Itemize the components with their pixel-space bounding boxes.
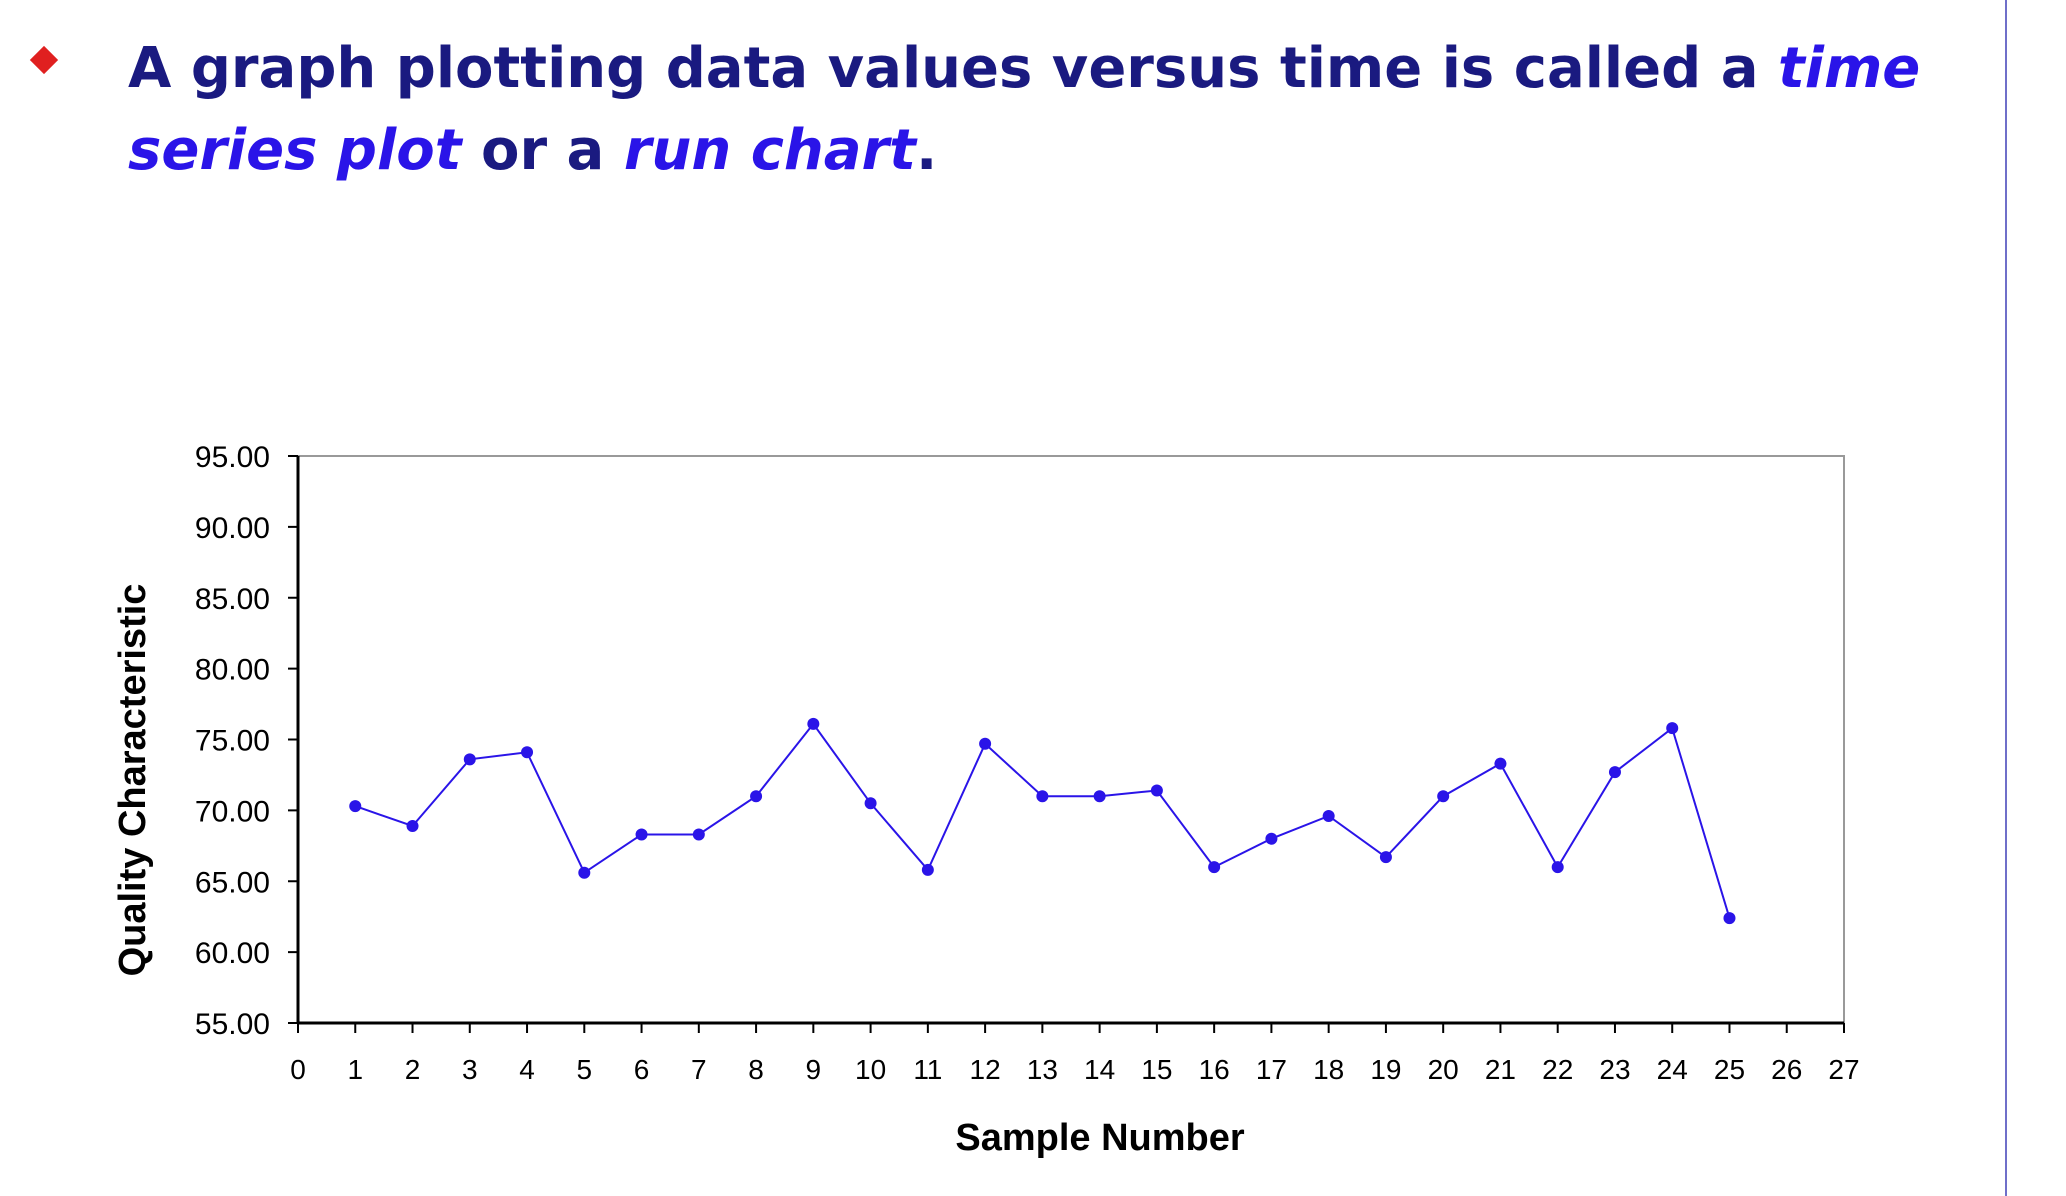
headline-prefix: A graph plotting data values versus time… [128,36,1778,101]
x-tick-label: 7 [691,1054,707,1085]
data-point [750,790,763,803]
headline-term-run-chart: run chart [623,118,916,183]
x-tick-label: 3 [462,1054,478,1085]
y-tick-label: 60.00 [195,937,270,970]
headline-suffix: . [915,118,938,183]
slide-edge-divider [2005,0,2007,1196]
x-tick-label: 18 [1313,1054,1344,1085]
x-tick-label: 21 [1485,1054,1516,1085]
x-tick-label: 25 [1714,1054,1745,1085]
data-point [1437,790,1450,803]
x-tick-label: 4 [519,1054,535,1085]
x-tick-label: 5 [577,1054,593,1085]
data-point [807,717,820,730]
x-tick-label: 27 [1828,1054,1859,1085]
y-axis-label: Quality Characteristic [112,584,154,977]
y-tick-label: 95.00 [195,441,270,474]
headline-connector: or a [461,118,624,183]
x-tick-label: 24 [1657,1054,1688,1085]
x-tick-label: 6 [634,1054,650,1085]
data-point [1265,832,1278,845]
x-tick-label: 26 [1771,1054,1802,1085]
data-point [1666,722,1679,735]
data-point [864,797,877,810]
y-tick-label: 70.00 [195,795,270,828]
x-tick-label: 2 [405,1054,421,1085]
data-point [406,819,419,832]
x-tick-label: 20 [1428,1054,1459,1085]
data-point [921,863,934,876]
x-tick-label: 13 [1027,1054,1058,1085]
headline-term-time-series-plot: time series plot [128,36,1921,183]
y-tick-label: 75.00 [195,725,270,758]
data-point [1208,861,1221,874]
series-points [349,717,1736,925]
x-tick-label: 22 [1542,1054,1573,1085]
x-tick-label: 15 [1141,1054,1172,1085]
x-tick-label: 8 [748,1054,764,1085]
x-tick-label: 10 [855,1054,886,1085]
x-tick-label: 23 [1599,1054,1630,1085]
series-line [354,722,1731,919]
data-point [521,746,534,759]
x-tick-label: 19 [1370,1054,1401,1085]
data-point [463,753,476,766]
x-tick-label: 17 [1256,1054,1287,1085]
x-tick-label: 11 [913,1054,942,1085]
data-point [349,800,362,813]
data-point [1551,861,1564,874]
y-tick-label: 80.00 [195,654,270,687]
x-axis-label: Sample Number [955,1117,1245,1159]
x-tick-label: 9 [806,1054,822,1085]
data-point [1322,810,1335,823]
y-tick-label: 55.00 [195,1008,270,1041]
x-tick-label: 16 [1199,1054,1230,1085]
data-point [578,866,591,879]
x-tick-label: 1 [347,1054,363,1085]
x-tick-label: 0 [290,1054,306,1085]
x-tick-label: 14 [1084,1054,1115,1085]
plot-frame [297,455,1845,1024]
y-axis-ticks: 55.00 60.00 65.00 70.00 75.00 80.00 85.00 90.00… [195,441,298,1041]
data-point [979,737,992,750]
slide-headline: A graph plotting data values versus time… [128,28,1928,192]
data-point [1723,912,1736,925]
data-point [1608,766,1621,779]
y-tick-label: 65.00 [195,866,270,899]
data-point [1150,784,1163,797]
data-point [692,828,705,841]
x-tick-label: 12 [970,1054,1001,1085]
data-point [1036,790,1049,803]
x-axis-ticks: 0 1 2 3 4 5 6 7 8 9 10 11 12 13 14 15 16 17 18 19 20 21 22 23 24… [290,1023,1860,1085]
data-point [1494,757,1507,770]
y-tick-label: 90.00 [195,512,270,545]
data-point [1093,790,1106,803]
data-point [1379,851,1392,864]
data-point [635,828,648,841]
y-tick-label: 85.00 [195,583,270,616]
